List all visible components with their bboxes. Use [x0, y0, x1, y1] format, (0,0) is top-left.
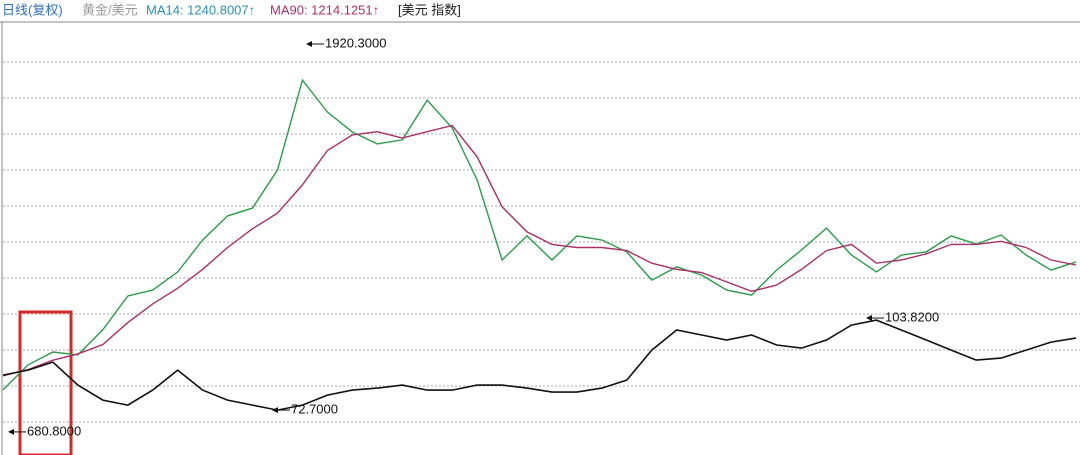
annotation-arrowhead — [8, 428, 14, 435]
grid — [3, 61, 1080, 423]
annotation-label: 103.8200 — [885, 309, 939, 324]
annotation-arrowhead — [866, 315, 872, 322]
annotation-label: 1920.3000 — [325, 35, 386, 50]
header-text: 日线(复权) — [2, 2, 63, 17]
highlight-box — [18, 310, 73, 455]
header-text: 黄金/美元 — [82, 2, 138, 17]
annotation-arrowhead — [272, 407, 278, 414]
annotation-label: 680.8000 — [27, 423, 81, 438]
series-line — [2, 124, 1077, 377]
annotation-label: 72.7000 — [291, 402, 338, 417]
header-text: MA14: 1240.8007↑ — [146, 2, 255, 17]
series-line — [2, 78, 1077, 391]
header-text: MA90: 1214.1251↑ — [270, 2, 379, 17]
annotation-arrowhead — [306, 41, 312, 48]
header-text: [美元 指数] — [398, 2, 461, 17]
series-line — [2, 319, 1077, 411]
